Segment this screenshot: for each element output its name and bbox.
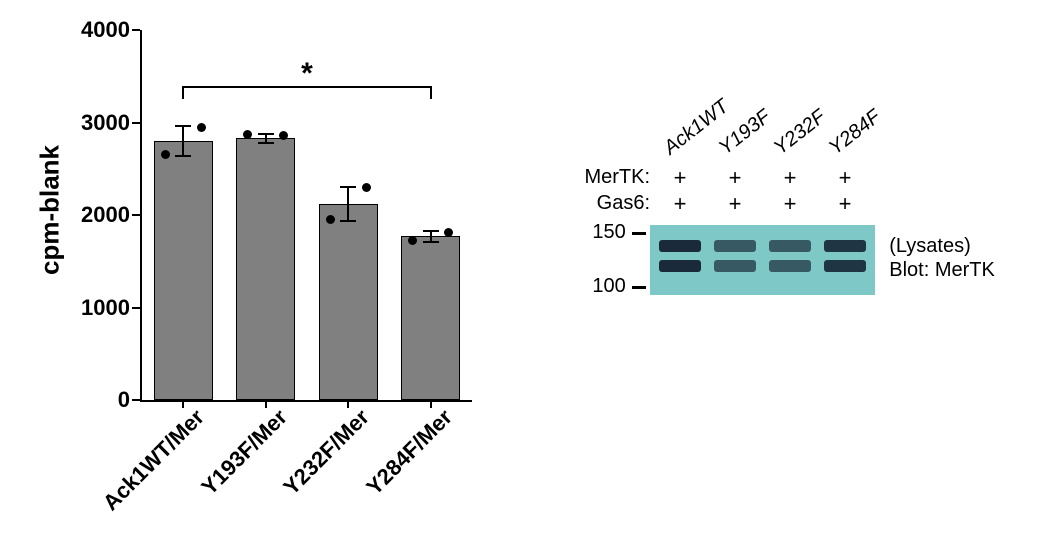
error-cap — [258, 142, 274, 144]
x-tick-label: Y284F/Mer — [361, 404, 457, 500]
error-bar — [182, 126, 184, 156]
error-cap — [175, 155, 191, 157]
y-axis-title: cpm-blank — [35, 145, 66, 275]
x-tick — [347, 400, 349, 408]
error-bar — [347, 187, 349, 220]
y-tick — [132, 122, 140, 124]
blot-band — [769, 240, 812, 252]
y-tick-label: 0 — [118, 387, 130, 413]
blot-lane-label: Y232F — [770, 106, 831, 160]
blot-presence-mark: + — [839, 191, 852, 217]
bar — [319, 204, 378, 400]
blot-lane-label: Y284F — [825, 106, 886, 160]
blot-presence-mark: + — [674, 191, 687, 217]
x-tick-label: Y193F/Mer — [196, 404, 292, 500]
blot-row-label: MerTK: — [560, 166, 650, 189]
significance-bracket — [430, 86, 432, 100]
bar — [401, 236, 460, 400]
x-tick — [182, 400, 184, 408]
bar — [154, 141, 213, 400]
blot-band — [659, 240, 702, 252]
blot-image — [650, 225, 876, 295]
blot-side-label: (Lysates) — [889, 235, 971, 258]
y-tick-label: 4000 — [81, 17, 130, 43]
error-cap — [258, 133, 274, 135]
data-point — [197, 123, 206, 132]
blot-presence-mark: + — [729, 165, 742, 191]
x-tick-label: Y232F/Mer — [279, 404, 375, 500]
blot-band — [714, 240, 757, 252]
error-cap — [423, 230, 439, 232]
blot-presence-mark: + — [729, 191, 742, 217]
y-tick-label: 1000 — [81, 295, 130, 321]
significance-marker: * — [301, 57, 313, 91]
western-blot-panel: Ack1WTY193FY232FY284FMerTK:++++Gas6:++++… — [560, 100, 1030, 360]
blot-band — [714, 260, 757, 272]
blot-row-label: Gas6: — [560, 192, 650, 215]
blot-presence-mark: + — [784, 191, 797, 217]
x-tick-label: Ack1WT/Mer — [98, 404, 210, 516]
mw-marker-label: 100 — [560, 275, 626, 298]
y-tick — [132, 399, 140, 401]
y-tick — [132, 214, 140, 216]
blot-presence-mark: + — [674, 165, 687, 191]
error-cap — [175, 125, 191, 127]
data-point — [362, 183, 371, 192]
significance-bracket — [182, 86, 184, 100]
y-tick-label: 2000 — [81, 202, 130, 228]
data-point — [279, 131, 288, 140]
mw-marker-label: 150 — [560, 221, 626, 244]
bar-chart-plot-area: 01000200030004000Ack1WT/MerY193F/MerY232… — [140, 30, 472, 402]
blot-presence-mark: + — [784, 165, 797, 191]
bar — [236, 138, 295, 400]
error-cap — [423, 241, 439, 243]
y-tick-label: 3000 — [81, 110, 130, 136]
error-cap — [340, 186, 356, 188]
y-tick — [132, 307, 140, 309]
data-point — [326, 215, 335, 224]
mw-marker-dash — [632, 286, 646, 289]
error-cap — [340, 220, 356, 222]
x-tick — [430, 400, 432, 408]
bar-chart-panel: cpm-blank 01000200030004000Ack1WT/MerY19… — [30, 10, 500, 530]
blot-band — [824, 260, 867, 272]
y-tick — [132, 29, 140, 31]
blot-band — [769, 260, 812, 272]
mw-marker-dash — [632, 232, 646, 235]
x-tick — [265, 400, 267, 408]
blot-band — [824, 240, 867, 252]
blot-band — [659, 260, 702, 272]
blot-presence-mark: + — [839, 165, 852, 191]
blot-side-label: Blot: MerTK — [889, 259, 995, 282]
